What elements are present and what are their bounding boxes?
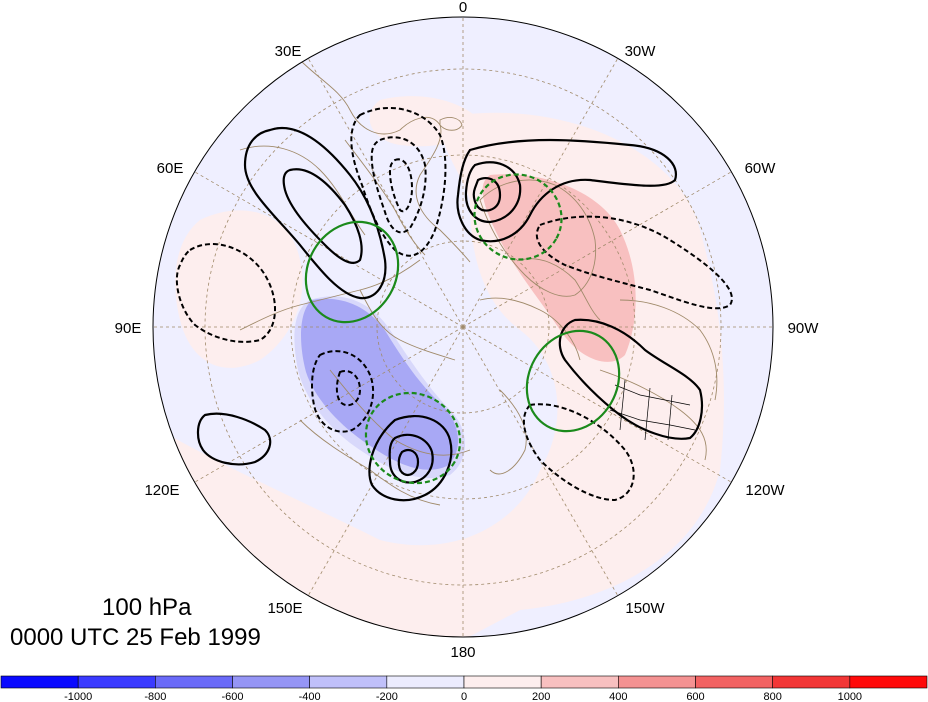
lon-label-60e: 60E [157,160,184,177]
colorbar-tick-label: -600 [221,691,243,702]
lon-label-180: 180 [450,644,475,661]
lon-label-120w: 120W [745,482,785,499]
map-border [152,16,774,638]
lon-label-90e: 90E [115,320,142,337]
lon-label-30w: 30W [625,43,657,60]
colorbar-tick-label: 400 [609,691,627,702]
colorbar-tick-label: -1000 [64,691,92,702]
colorbar-bin [695,675,773,689]
colorbar-bin [540,675,619,689]
pressure-level-title: 100 hPa [102,594,192,621]
green-contours [304,173,621,485]
colorbar-bin [772,675,851,689]
colorbar-bin [155,675,233,689]
colorbar: -1000 -800 -600 -400 -200 0 200 400 600 800 1000 [0,675,928,702]
colorbar-tick-label: -200 [376,691,398,702]
longitude-labels: 0 30W 60W 90W 120W 150W 180 150E 120E 90… [115,0,820,661]
colorbar-bin [849,675,928,689]
colorbar-tick-label: 600 [686,691,704,702]
colorbar-tick-label: 200 [532,691,550,702]
negative-contours [175,106,733,502]
colorbar-bin [232,675,310,689]
lon-label-90w: 90W [788,320,820,337]
graticule [153,17,773,637]
shading-light-pink-west [175,210,303,368]
colorbar-bins [0,675,928,689]
lon-label-150e: 150E [267,600,302,617]
lon-label-120e: 120E [144,482,179,499]
lon-label-30e: 30E [275,43,302,60]
positive-contours [196,127,704,502]
lon-label-60w: 60W [745,160,777,177]
colorbar-bin [0,675,79,689]
colorbar-tick-label: 0 [461,691,467,702]
colorbar-bin [618,675,696,689]
colorbar-bin [463,675,542,689]
shading-positive-200 [482,174,636,362]
colorbar-tick-labels: -1000 -800 -600 -400 -200 0 200 400 600 800 1000 [64,691,862,702]
colorbar-bin [309,675,388,689]
colorbar-tick-label: -800 [144,691,166,702]
colorbar-tick-label: 800 [763,691,781,702]
lon-label-150w: 150W [625,600,665,617]
shading-negative-400 [301,298,459,470]
state-boundaries [609,379,696,441]
colorbar-tick-label: -400 [299,691,321,702]
lon-label-0: 0 [459,0,467,16]
colorbar-bin [386,675,465,689]
shading-light-pink-north [369,96,480,147]
valid-time-title: 0000 UTC 25 Feb 1999 [10,624,261,651]
colorbar-bin [77,675,156,689]
colorbar-tick-label: 1000 [838,691,862,702]
